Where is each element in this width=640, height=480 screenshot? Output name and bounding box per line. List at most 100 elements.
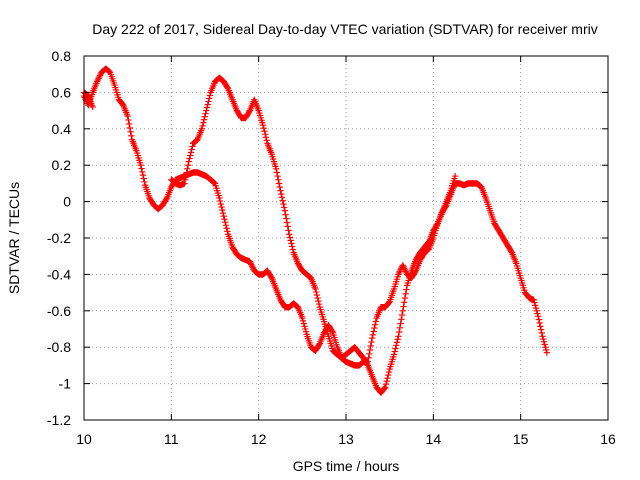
data-point	[532, 304, 540, 312]
data-point	[200, 119, 207, 126]
y-tick-label: 0.6	[52, 84, 72, 100]
data-point	[372, 318, 380, 325]
data-point	[401, 266, 409, 274]
data-point	[299, 314, 306, 322]
data-point	[401, 265, 408, 272]
data-point	[106, 68, 113, 75]
data-point	[369, 334, 376, 342]
data-point	[93, 78, 101, 85]
data-point	[221, 219, 229, 226]
data-point	[314, 294, 321, 302]
data-point	[183, 169, 190, 176]
data-point	[139, 172, 147, 179]
data-marks	[80, 65, 551, 396]
data-point	[222, 222, 230, 229]
data-point	[96, 73, 103, 81]
data-point	[533, 307, 540, 314]
data-point	[301, 323, 308, 330]
data-point	[223, 225, 230, 232]
data-point	[400, 303, 407, 310]
data-point	[182, 172, 190, 180]
data-point	[383, 377, 390, 385]
data-point	[286, 231, 293, 238]
data-point	[125, 116, 132, 124]
data-point	[202, 110, 209, 117]
data-point	[274, 172, 281, 180]
data-point	[188, 146, 195, 153]
data-point	[398, 316, 405, 323]
data-point	[368, 338, 375, 346]
data-point	[538, 329, 545, 337]
data-series	[80, 74, 551, 396]
data-point	[543, 349, 551, 356]
data-point	[275, 180, 283, 187]
data-point	[186, 155, 193, 162]
data-point	[217, 200, 225, 208]
data-point	[248, 263, 256, 270]
data-point	[246, 258, 254, 265]
data-point	[535, 316, 543, 323]
data-point	[315, 341, 323, 348]
y-tick-label: -0.4	[47, 266, 71, 282]
y-axis-label: SDTVAR / TECUs	[6, 182, 22, 294]
data-point	[283, 219, 291, 226]
data-point	[124, 112, 131, 120]
data-point	[313, 291, 321, 299]
data-point	[139, 168, 146, 176]
x-tick-label: 14	[426, 431, 442, 447]
data-point	[218, 203, 225, 211]
data-point	[205, 95, 213, 102]
data-point	[534, 310, 541, 317]
data-point	[286, 234, 294, 241]
data-point	[540, 338, 548, 345]
data-point	[302, 328, 310, 335]
data-point	[163, 195, 170, 203]
data-point	[530, 296, 537, 304]
data-point	[283, 215, 290, 222]
x-tick-label: 12	[251, 431, 267, 447]
data-point	[384, 374, 391, 382]
data-point	[315, 300, 323, 308]
data-point	[508, 248, 515, 255]
y-tick-label: -1	[59, 376, 72, 392]
grid-lines	[84, 56, 608, 420]
data-point	[382, 384, 389, 391]
data-point	[262, 131, 269, 138]
data-point	[184, 165, 191, 173]
data-point	[137, 162, 144, 169]
data-point	[390, 351, 398, 358]
data-point	[396, 324, 404, 331]
data-point	[288, 240, 295, 247]
data-point	[285, 227, 292, 234]
data-point	[289, 246, 297, 253]
data-point	[396, 268, 404, 275]
data-point	[181, 180, 188, 187]
y-tick-label: 0.8	[52, 48, 72, 64]
data-point	[532, 302, 539, 309]
data-point	[247, 259, 254, 267]
y-tick-label: 0.2	[52, 157, 72, 173]
data-point	[278, 194, 286, 201]
data-point	[282, 211, 289, 218]
data-point	[312, 288, 320, 296]
data-point	[391, 348, 398, 355]
data-point	[385, 299, 393, 306]
y-tick-label: 0	[63, 194, 71, 210]
data-point	[140, 175, 147, 182]
data-point	[219, 209, 227, 217]
data-point	[263, 137, 270, 144]
data-point	[278, 190, 285, 198]
data-point	[260, 124, 267, 132]
data-point	[128, 132, 135, 139]
data-point	[312, 285, 319, 293]
plot-frame	[83, 55, 609, 421]
data-point	[216, 194, 223, 202]
data-point	[371, 324, 378, 332]
x-tick-label: 13	[338, 431, 354, 447]
y-tick-label: -1.2	[47, 412, 71, 428]
data-point	[205, 98, 212, 105]
data-point	[537, 323, 544, 330]
data-point	[279, 197, 286, 204]
data-point	[280, 204, 288, 211]
data-point	[385, 371, 392, 379]
